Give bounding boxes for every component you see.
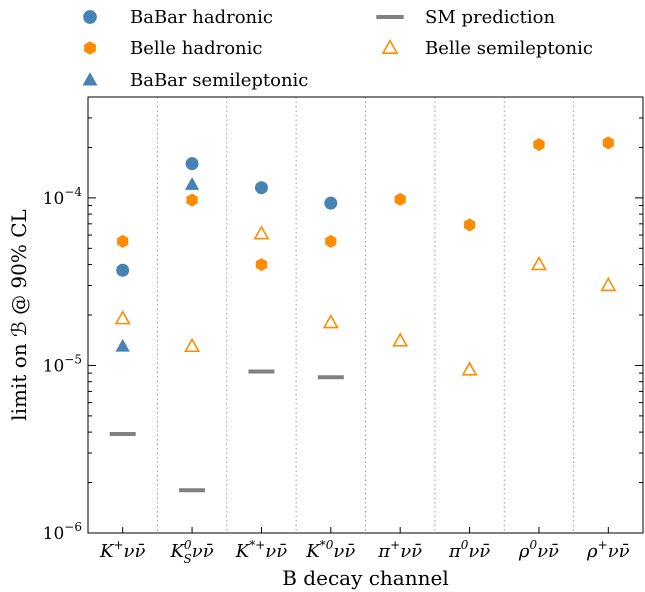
legend-marker-babar-semileptonic [82,72,98,86]
babar-semileptonic-point [184,177,200,190]
x-tick-label: K*0νν̄ [305,538,355,562]
legend-label: SM prediction [425,7,555,28]
belle-hadronic-point [602,136,614,150]
legend-label: Belle semileptonic [425,38,593,59]
x-tick-label: K*+νν̄ [235,538,287,562]
legend-marker-belle-hadronic [84,41,96,55]
x-axis-ticks: K+νν̄ K0 Sνν̄ K*+νν̄ K*0νν̄ π+νν̄ π0νν̄ ρ0νν̄ ρ+… [99,527,630,566]
x-tick-label: ρ0νν̄ [518,538,559,562]
x-axis-title: B decay channel [282,566,448,590]
belle-hadronic-point [186,193,198,207]
babar-hadronic-point [116,263,130,277]
legend-marker-babar-hadronic [83,10,97,24]
belle-semileptonic-point [461,361,478,376]
belle-semileptonic-point [322,314,339,329]
legend-marker-belle-semileptonic [381,39,399,54]
belle-hadronic-point [533,138,545,152]
y-axis-title: limit on ℬ @ 90% CL [7,209,31,421]
x-tick-label: K0 Sνν̄ [169,538,213,566]
legend-label: Belle hadronic [130,38,263,59]
y-tick-label: 10−6 [43,520,82,544]
belle-hadronic-point [463,218,476,232]
belle-hadronic-point [394,192,406,206]
x-tick-label: π0νν̄ [448,538,490,562]
belle-hadronic-point [255,258,268,272]
belle-semileptonic-point [184,337,201,353]
belle-semileptonic-point [392,332,409,347]
channel-separators [156,97,575,533]
belle-hadronic-point [325,234,337,248]
data-marks [109,136,617,493]
legend-label: BaBar semileptonic [130,70,308,91]
babar-hadronic-point [185,157,199,171]
belle-semileptonic-point [253,225,270,240]
plot-area-frame [87,96,644,534]
x-tick-label: K+νν̄ [99,538,145,562]
legend: BaBar hadronic SM prediction Belle hadroni… [82,7,593,91]
babar-hadronic-point [324,196,338,210]
belle-semileptonic-point [114,310,131,325]
babar-semileptonic-point [115,338,130,352]
x-tick-label: π+νν̄ [377,538,422,562]
legend-label: BaBar hadronic [130,7,273,28]
y-tick-label: 10−5 [43,352,82,376]
babar-hadronic-point [254,181,268,195]
y-tick-label: 10−4 [43,185,83,209]
belle-hadronic-point [117,234,129,248]
x-tick-label: ρ+νν̄ [586,538,630,562]
belle-semileptonic-point [600,276,617,292]
y-axis-ticks: 10−6 10−5 10−4 [43,96,643,544]
belle-semileptonic-point [530,255,547,271]
